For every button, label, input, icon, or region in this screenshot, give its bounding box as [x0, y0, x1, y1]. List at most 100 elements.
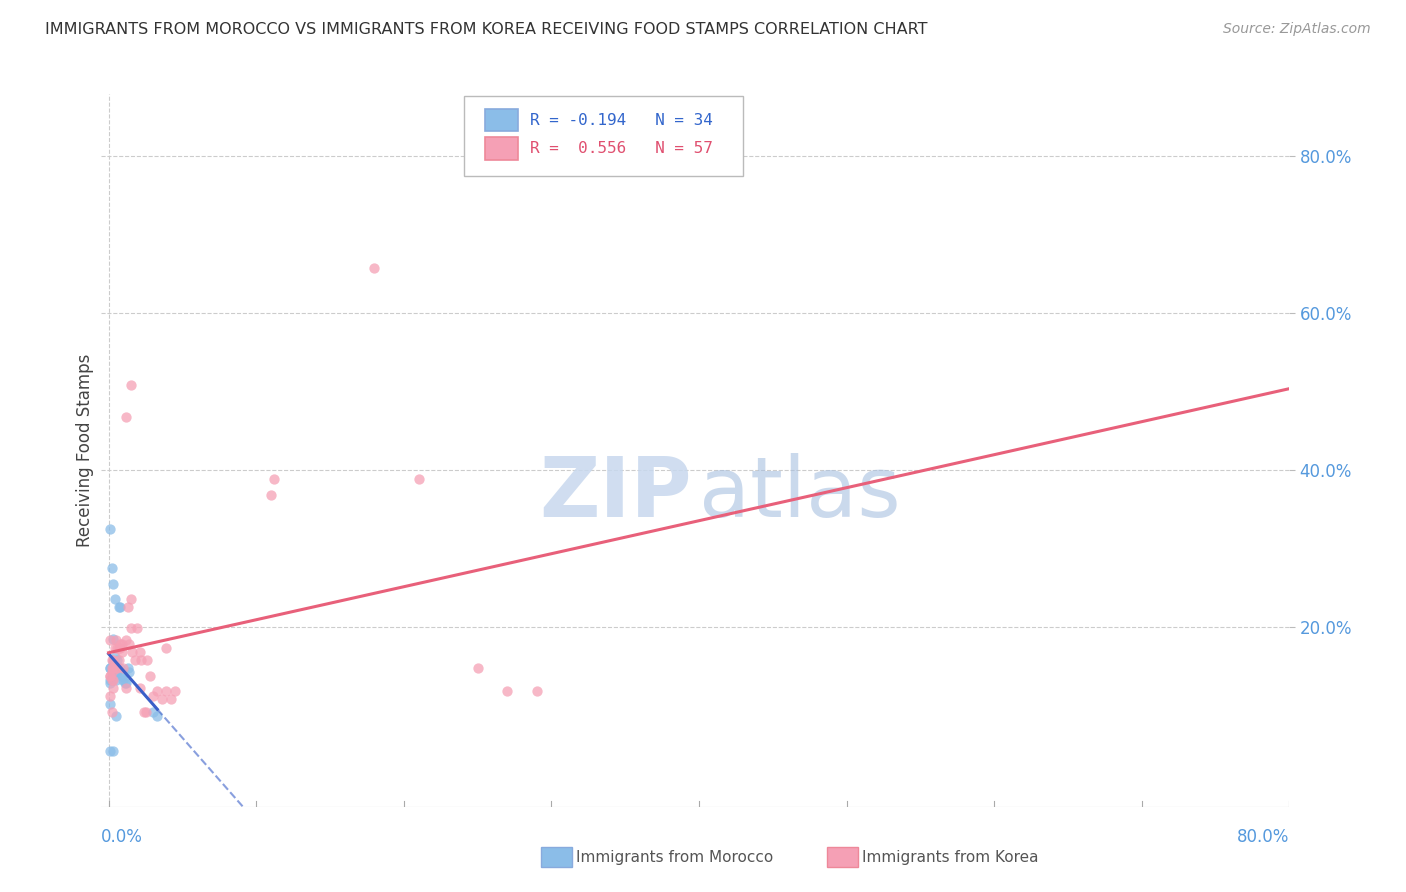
Point	[101, 661, 124, 675]
Point	[104, 633, 127, 648]
Point	[146, 708, 169, 723]
Point	[111, 645, 134, 659]
Point	[111, 668, 134, 682]
Point	[104, 661, 127, 675]
Text: 0.0%: 0.0%	[101, 828, 143, 846]
Point	[159, 692, 181, 706]
Point	[363, 260, 385, 275]
Point	[101, 653, 124, 667]
Point	[98, 661, 121, 675]
Point	[103, 641, 125, 656]
Point	[98, 668, 121, 682]
Point	[103, 592, 125, 607]
Point	[100, 673, 122, 688]
Point	[163, 684, 186, 698]
Point	[120, 622, 142, 636]
Point	[128, 681, 150, 695]
Point	[100, 653, 122, 667]
Point	[107, 641, 129, 656]
Text: Immigrants from Morocco: Immigrants from Morocco	[576, 850, 773, 864]
Point	[110, 661, 132, 675]
Point	[98, 661, 121, 675]
FancyBboxPatch shape	[464, 95, 742, 176]
Point	[98, 689, 121, 703]
Point	[155, 684, 177, 698]
Point	[108, 653, 131, 667]
Point	[101, 673, 124, 688]
Text: Immigrants from Korea: Immigrants from Korea	[862, 850, 1039, 864]
Point	[101, 655, 124, 669]
Text: R = -0.194   N = 34: R = -0.194 N = 34	[530, 112, 713, 128]
Text: IMMIGRANTS FROM MOROCCO VS IMMIGRANTS FROM KOREA RECEIVING FOOD STAMPS CORRELATI: IMMIGRANTS FROM MOROCCO VS IMMIGRANTS FR…	[45, 22, 928, 37]
Point	[142, 689, 165, 703]
Point	[136, 653, 159, 667]
Point	[101, 632, 124, 646]
Point	[98, 676, 121, 690]
Point	[408, 473, 430, 487]
Point	[108, 600, 131, 615]
Point	[111, 668, 134, 682]
Y-axis label: Receiving Food Stamps: Receiving Food Stamps	[76, 354, 94, 547]
Text: R =  0.556   N = 57: R = 0.556 N = 57	[530, 141, 713, 156]
Point	[98, 522, 121, 536]
Point	[104, 665, 127, 679]
Point	[117, 661, 139, 675]
Text: 80.0%: 80.0%	[1237, 828, 1289, 846]
Point	[155, 641, 177, 656]
Point	[115, 681, 138, 695]
Point	[120, 378, 142, 392]
Point	[98, 697, 121, 711]
Bar	[485, 109, 519, 131]
Point	[496, 684, 519, 698]
Point	[101, 661, 124, 675]
Point	[100, 665, 122, 679]
Point	[107, 661, 129, 675]
Point	[98, 668, 121, 682]
Point	[98, 633, 121, 648]
Point	[260, 488, 283, 502]
Point	[124, 653, 146, 667]
Point	[101, 744, 124, 758]
Point	[121, 645, 143, 659]
Point	[146, 684, 169, 698]
Point	[104, 708, 127, 723]
Text: atlas: atlas	[699, 453, 901, 533]
Point	[110, 637, 132, 651]
Point	[117, 600, 139, 615]
Point	[101, 576, 124, 591]
Point	[115, 676, 138, 690]
Point	[115, 633, 138, 648]
Point	[118, 665, 141, 679]
Point	[139, 668, 162, 682]
Point	[263, 473, 285, 487]
Point	[100, 705, 122, 719]
Point	[107, 665, 129, 679]
Point	[100, 661, 122, 675]
Point	[101, 681, 124, 695]
Point	[98, 673, 121, 688]
Point	[128, 645, 150, 659]
Point	[125, 622, 148, 636]
Point	[103, 649, 125, 664]
Point	[115, 409, 138, 424]
Point	[150, 692, 173, 706]
Point	[110, 641, 132, 656]
Point	[111, 637, 134, 651]
Bar	[485, 137, 519, 160]
Text: Source: ZipAtlas.com: Source: ZipAtlas.com	[1223, 22, 1371, 37]
Point	[110, 600, 132, 615]
Text: ZIP: ZIP	[540, 453, 692, 533]
Point	[100, 668, 122, 682]
Point	[526, 684, 548, 698]
Point	[107, 653, 129, 667]
Point	[134, 705, 156, 719]
Point	[112, 673, 135, 688]
Point	[142, 705, 165, 719]
Point	[104, 673, 127, 688]
Point	[120, 592, 142, 607]
Point	[98, 744, 121, 758]
Point	[108, 641, 131, 656]
Point	[118, 637, 141, 651]
Point	[100, 673, 122, 688]
Point	[114, 676, 136, 690]
